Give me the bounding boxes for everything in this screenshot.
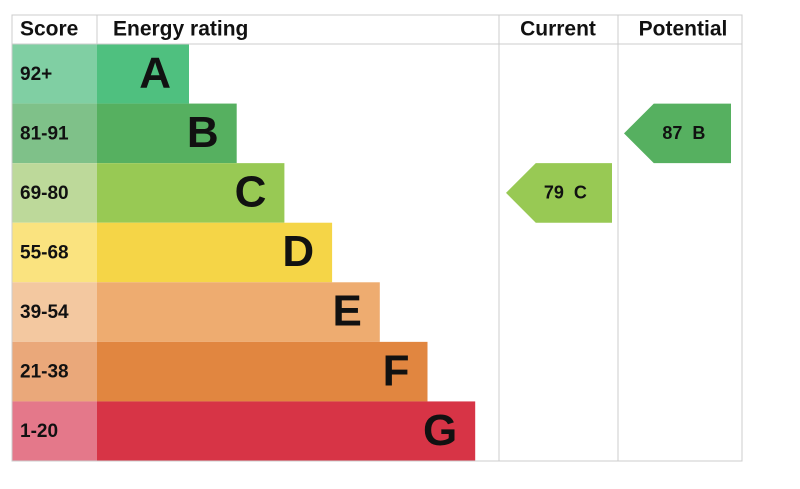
current-arrow: [506, 163, 612, 223]
current-value: 79: [544, 183, 564, 203]
score-cell: [12, 401, 97, 461]
score-cell: [12, 222, 97, 283]
rating-letter: G: [423, 406, 457, 455]
score-cell: [12, 44, 97, 104]
rating-bar: [97, 44, 189, 104]
rating-bar: [97, 163, 285, 223]
rating-letter: C: [235, 168, 267, 217]
potential-value: 87: [662, 123, 682, 143]
current-letter: C: [574, 183, 587, 203]
score-label: 39-54: [20, 302, 69, 323]
score-cell: [12, 341, 97, 402]
score-label: 81-91: [20, 123, 69, 144]
score-cell: [12, 103, 97, 164]
rating-bar: [97, 103, 237, 164]
score-cell: [12, 282, 97, 342]
rating-bar: [97, 282, 380, 342]
rating-letter: D: [282, 227, 314, 276]
header-score: Score: [20, 18, 78, 41]
potential-arrow: [624, 103, 731, 164]
rating-letter: B: [187, 108, 219, 157]
score-cell: [12, 163, 97, 223]
rating-letter: F: [383, 346, 410, 395]
rating-bar: [97, 401, 476, 461]
header-rating: Energy rating: [113, 18, 248, 41]
score-label: 55-68: [20, 243, 69, 264]
rating-letter: A: [139, 48, 171, 97]
score-label: 69-80: [20, 183, 69, 204]
score-label: 21-38: [20, 362, 69, 383]
score-label: 92+: [20, 64, 52, 85]
potential-letter: B: [692, 123, 705, 143]
table-grid: [11, 14, 743, 462]
rating-letter: E: [332, 287, 361, 336]
rating-bar: [97, 341, 428, 402]
rating-bar: [97, 222, 333, 283]
header-current: Current: [520, 18, 596, 41]
score-label: 1-20: [20, 421, 58, 442]
header-potential: Potential: [639, 18, 728, 41]
